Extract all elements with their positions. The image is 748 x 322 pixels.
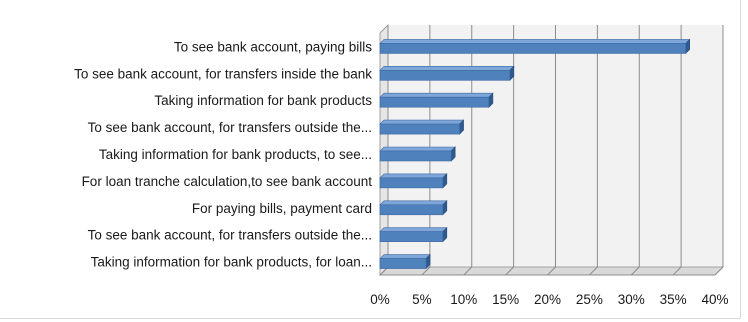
category-label: To see bank account, for transfers insid… bbox=[74, 66, 372, 81]
x-tick-label: 5% bbox=[412, 292, 432, 307]
x-tick-label: 10% bbox=[450, 292, 477, 307]
bar bbox=[379, 146, 456, 162]
gridline-floor bbox=[630, 266, 640, 276]
bar bbox=[379, 38, 691, 55]
gridline-floor bbox=[672, 266, 682, 276]
bar bbox=[379, 92, 494, 108]
x-tick-label: 35% bbox=[660, 292, 687, 307]
x-tick-label: 30% bbox=[618, 292, 645, 307]
bar bbox=[379, 119, 465, 135]
gridline-floor bbox=[547, 266, 556, 276]
gridline-floor bbox=[505, 266, 514, 276]
bar bbox=[379, 226, 448, 243]
gridline-floor bbox=[463, 266, 473, 276]
bar bbox=[379, 200, 448, 216]
bar bbox=[379, 65, 515, 82]
x-tick-label: 40% bbox=[701, 292, 728, 307]
category-label: To see bank account, for transfers outsi… bbox=[88, 120, 372, 135]
category-label: For loan tranche calculation,to see bank… bbox=[82, 174, 373, 189]
bar bbox=[379, 253, 431, 270]
gridline-floor bbox=[714, 266, 724, 276]
category-label: Taking information for bank products, to… bbox=[99, 147, 372, 162]
x-tick-label: 20% bbox=[534, 292, 561, 307]
x-tick-label: 0% bbox=[370, 292, 390, 307]
category-label: For paying bills, payment card bbox=[192, 201, 372, 216]
category-label: Taking information for bank products, fo… bbox=[91, 255, 372, 270]
x-tick-label: 25% bbox=[576, 292, 603, 307]
category-label: To see bank account, paying bills bbox=[174, 39, 372, 54]
x-tick-label: 15% bbox=[492, 292, 519, 307]
bar bbox=[379, 173, 448, 189]
category-label: To see bank account, for transfers outsi… bbox=[88, 228, 372, 243]
gridline-floor bbox=[421, 266, 431, 276]
gridline-floor bbox=[589, 266, 598, 276]
category-label: Taking information for bank products bbox=[154, 93, 372, 108]
